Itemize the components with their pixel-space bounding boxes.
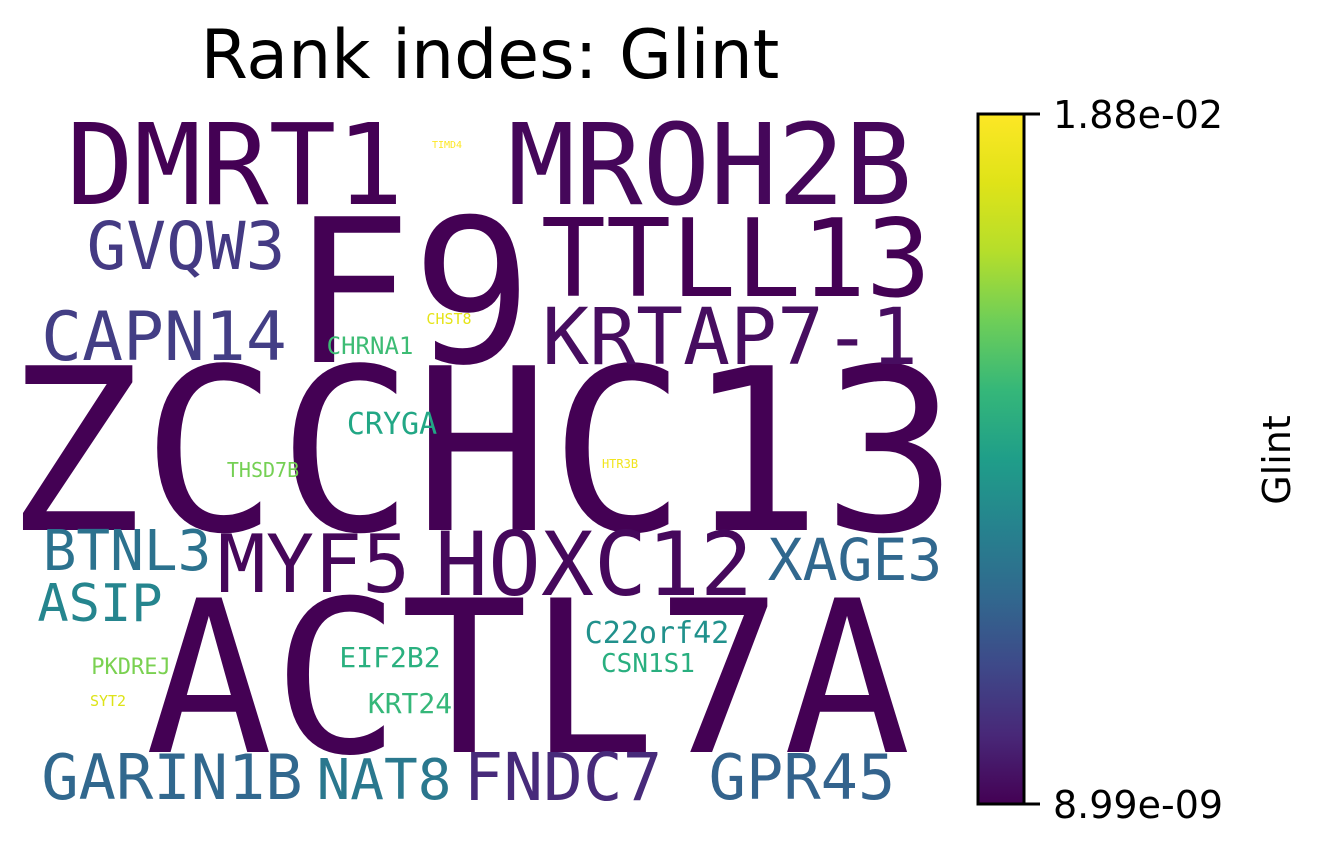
- word-chst8: CHST8: [426, 310, 471, 328]
- word-timd4: TIMD4: [432, 140, 462, 151]
- colorbar-min-label: 8.99e-09: [1053, 783, 1223, 827]
- word-dmrt1: DMRT1: [66, 101, 403, 231]
- word-zcchc13: ZCCHC13: [6, 321, 958, 584]
- colorbar-gradient: [976, 112, 1026, 806]
- word-fndc7: FNDC7: [464, 739, 663, 816]
- word-f9: F9: [292, 177, 533, 410]
- word-actl7a: ACTL7A: [145, 555, 911, 802]
- word-myf5: MYF5: [218, 518, 411, 611]
- word-thsd7b: THSD7B: [227, 458, 299, 482]
- word-csn1s1: CSN1S1: [601, 649, 695, 679]
- word-garin1b: GARIN1B: [41, 741, 302, 814]
- word-gpr45: GPR45: [709, 741, 896, 814]
- word-eif2b2: EIF2B2: [339, 641, 440, 674]
- word-capn14: CAPN14: [41, 298, 287, 377]
- colorbar-axis-label: Glint: [1255, 415, 1299, 505]
- word-c22orf42: C22orf42: [585, 616, 730, 651]
- word-syt2: SYT2: [90, 692, 126, 710]
- word-xage3: XAGE3: [768, 526, 943, 594]
- word-krtap7-1: KRTAP7-1: [542, 293, 918, 383]
- word-gvqw3: GVQW3: [87, 208, 286, 285]
- word-ttll13: TTLL13: [541, 197, 931, 322]
- colorbar-max-label: 1.88e-02: [1053, 93, 1223, 137]
- word-hoxc12: HOXC12: [435, 513, 753, 616]
- word-nat8: NAT8: [317, 748, 452, 813]
- word-asip: ASIP: [37, 574, 162, 634]
- word-pkdrej: PKDREJ: [91, 655, 170, 680]
- word-htr3b: HTR3B: [602, 457, 638, 471]
- chart-title: Rank indes: Glint: [200, 16, 780, 95]
- word-mroh2b: MROH2B: [508, 101, 913, 231]
- word-chrna1: CHRNA1: [327, 332, 414, 360]
- word-btnl3: BTNL3: [43, 519, 212, 584]
- word-cryga: CRYGA: [347, 407, 437, 442]
- word-krt24: KRT24: [368, 687, 452, 720]
